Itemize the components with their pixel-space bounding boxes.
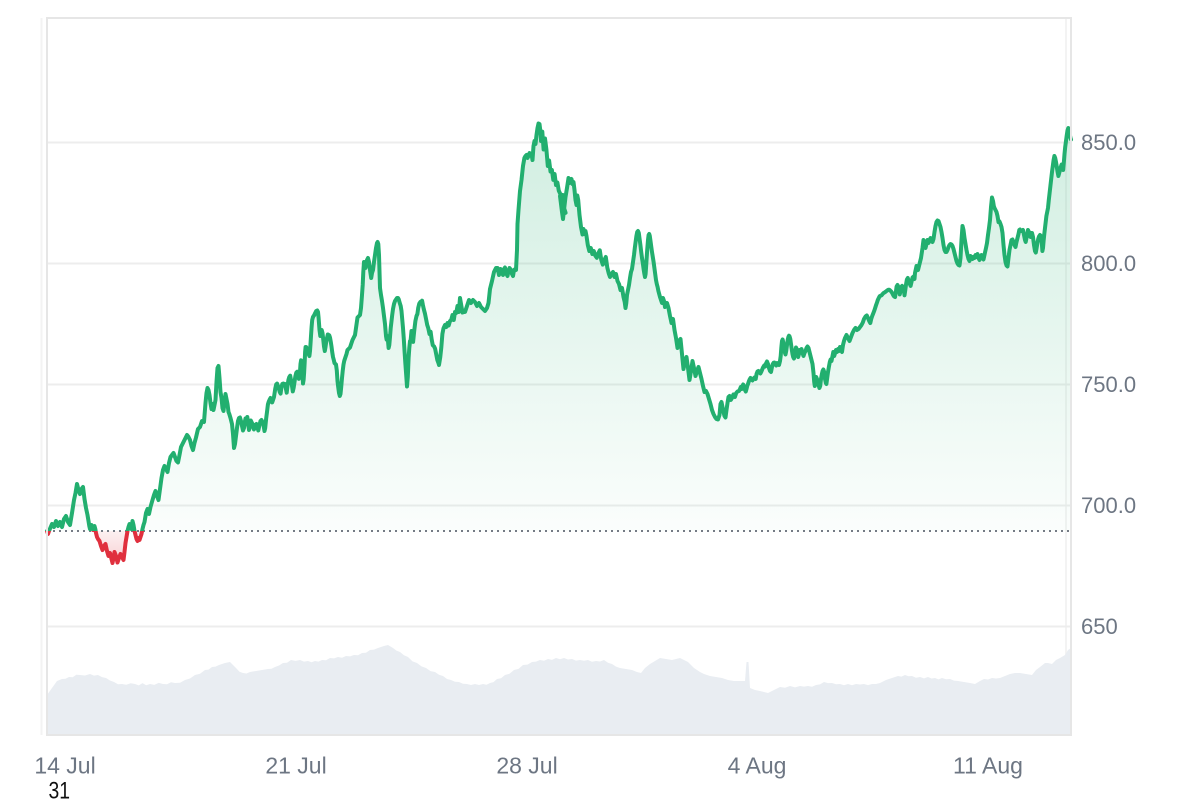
svg-text:800.0: 800.0	[1081, 251, 1136, 276]
svg-text:750.0: 750.0	[1081, 372, 1136, 397]
svg-text:14 Jul: 14 Jul	[34, 753, 95, 779]
svg-text:21 Jul: 21 Jul	[265, 753, 326, 779]
svg-text:28 Jul: 28 Jul	[496, 753, 557, 779]
svg-text:4 Aug: 4 Aug	[728, 753, 787, 779]
svg-text:700.0: 700.0	[1081, 493, 1136, 518]
svg-text:850.0: 850.0	[1081, 130, 1136, 155]
svg-text:11 Aug: 11 Aug	[953, 753, 1023, 779]
svg-text:650: 650	[1081, 614, 1118, 639]
svg-text:31: 31	[49, 778, 71, 800]
